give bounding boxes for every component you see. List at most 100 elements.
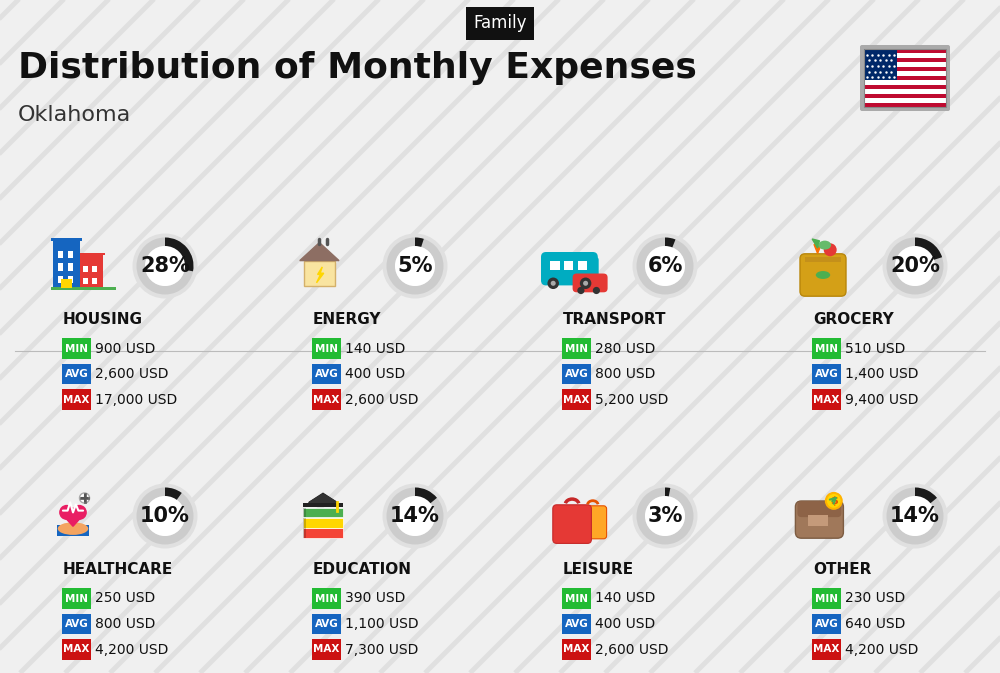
Bar — [864, 80, 946, 85]
Text: AVG: AVG — [65, 369, 88, 379]
Ellipse shape — [58, 522, 88, 535]
FancyBboxPatch shape — [562, 389, 591, 410]
Bar — [864, 98, 946, 102]
Bar — [864, 53, 946, 58]
Wedge shape — [415, 238, 424, 249]
Bar — [864, 94, 946, 98]
Bar — [864, 63, 946, 67]
Wedge shape — [165, 487, 182, 501]
Circle shape — [79, 493, 90, 503]
Wedge shape — [136, 487, 193, 544]
FancyBboxPatch shape — [62, 639, 91, 660]
Bar — [864, 58, 946, 63]
Bar — [78, 252, 105, 255]
Polygon shape — [814, 244, 821, 254]
Polygon shape — [60, 512, 86, 526]
Text: OTHER: OTHER — [813, 563, 871, 577]
Text: AVG: AVG — [565, 619, 588, 629]
Wedge shape — [136, 238, 193, 295]
FancyBboxPatch shape — [62, 614, 91, 634]
FancyBboxPatch shape — [586, 257, 599, 281]
Bar — [578, 261, 587, 270]
Circle shape — [645, 496, 685, 536]
Text: MAX: MAX — [813, 645, 840, 655]
Text: MAX: MAX — [563, 394, 590, 404]
Text: 250 USD: 250 USD — [95, 592, 155, 606]
Text: 800 USD: 800 USD — [95, 617, 155, 631]
Circle shape — [551, 281, 556, 286]
Wedge shape — [637, 238, 694, 295]
Polygon shape — [309, 494, 337, 502]
FancyBboxPatch shape — [795, 501, 843, 538]
FancyBboxPatch shape — [797, 501, 841, 517]
Text: AVG: AVG — [315, 619, 338, 629]
Text: Family: Family — [473, 14, 527, 32]
FancyBboxPatch shape — [812, 389, 841, 410]
Text: AVG: AVG — [315, 369, 338, 379]
Bar — [805, 257, 841, 262]
Circle shape — [145, 496, 185, 536]
Bar — [79, 255, 103, 287]
FancyBboxPatch shape — [62, 588, 91, 609]
Text: AVG: AVG — [815, 619, 838, 629]
Text: 14%: 14% — [890, 506, 940, 526]
Text: 5%: 5% — [397, 256, 433, 276]
Text: MAX: MAX — [813, 394, 840, 404]
Text: AVG: AVG — [815, 369, 838, 379]
Text: HEALTHCARE: HEALTHCARE — [63, 563, 173, 577]
Wedge shape — [887, 487, 944, 544]
Bar — [83, 266, 88, 273]
Circle shape — [895, 496, 935, 536]
Text: 2,600 USD: 2,600 USD — [595, 643, 668, 656]
Polygon shape — [300, 242, 339, 260]
FancyBboxPatch shape — [579, 506, 607, 539]
Text: AVG: AVG — [65, 619, 88, 629]
Circle shape — [895, 246, 935, 286]
Text: 10%: 10% — [140, 506, 190, 526]
Text: MIN: MIN — [565, 594, 588, 604]
Bar — [57, 525, 89, 536]
Text: 390 USD: 390 USD — [345, 592, 405, 606]
Bar — [564, 261, 573, 270]
Bar — [92, 277, 97, 284]
Text: TRANSPORT: TRANSPORT — [563, 312, 666, 328]
Bar — [53, 241, 80, 287]
Circle shape — [824, 244, 837, 256]
FancyBboxPatch shape — [800, 254, 846, 296]
Wedge shape — [665, 487, 670, 498]
Bar — [303, 518, 343, 528]
Bar — [68, 276, 73, 283]
Bar — [303, 528, 306, 538]
Text: 640 USD: 640 USD — [845, 617, 905, 631]
Text: MIN: MIN — [565, 343, 588, 353]
Text: 400 USD: 400 USD — [345, 367, 405, 381]
Wedge shape — [415, 487, 437, 505]
FancyBboxPatch shape — [541, 252, 598, 285]
FancyBboxPatch shape — [562, 614, 591, 634]
Text: 510 USD: 510 USD — [845, 341, 905, 355]
Text: 2,600 USD: 2,600 USD — [95, 367, 168, 381]
Text: 2,600 USD: 2,600 USD — [345, 392, 418, 406]
Polygon shape — [812, 239, 819, 248]
Text: 800 USD: 800 USD — [595, 367, 655, 381]
Ellipse shape — [816, 271, 830, 279]
Bar — [303, 518, 306, 528]
Wedge shape — [386, 238, 444, 295]
Text: 28%: 28% — [140, 256, 190, 276]
Text: 1,400 USD: 1,400 USD — [845, 367, 918, 381]
Text: AVG: AVG — [565, 369, 588, 379]
Text: MIN: MIN — [315, 594, 338, 604]
Circle shape — [583, 281, 588, 286]
Circle shape — [383, 483, 448, 548]
Text: MAX: MAX — [313, 645, 340, 655]
Circle shape — [383, 234, 448, 299]
Wedge shape — [386, 487, 444, 544]
FancyBboxPatch shape — [312, 639, 341, 660]
FancyBboxPatch shape — [812, 588, 841, 609]
FancyBboxPatch shape — [312, 614, 341, 634]
Wedge shape — [165, 238, 193, 271]
Bar — [303, 508, 306, 518]
Text: 9,400 USD: 9,400 USD — [845, 392, 918, 406]
Text: MAX: MAX — [563, 645, 590, 655]
Text: 14%: 14% — [390, 506, 440, 526]
